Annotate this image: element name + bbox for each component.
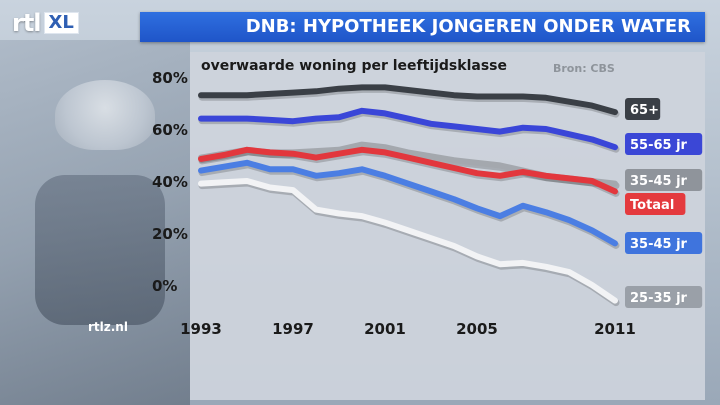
- series-line: [198, 84, 618, 116]
- series-label: 25-35 jr: [630, 291, 688, 306]
- series-label-box: [625, 193, 686, 215]
- y-tick-label: 60%: [152, 121, 188, 139]
- series-label-box: [625, 133, 703, 155]
- y-tick-label: 20%: [152, 225, 188, 243]
- logo-text: rtl: [12, 9, 42, 37]
- series-line: [198, 178, 618, 304]
- chart-title: overwaarde woning per leeftijdsklasse: [201, 58, 507, 74]
- x-tick-label: 1997: [272, 320, 314, 338]
- series-label: 55-65 jr: [630, 138, 688, 153]
- chart-panel: [190, 52, 705, 400]
- series-label-box: [625, 169, 703, 191]
- x-tick-label: 2001: [364, 320, 406, 338]
- series-line-shadow: [198, 179, 620, 307]
- y-tick-label: 0%: [152, 277, 177, 295]
- channel-logo: rtl XL: [12, 8, 79, 38]
- series-label: Totaal: [630, 198, 674, 213]
- series-line: [198, 107, 618, 151]
- x-tick-label: 2011: [594, 320, 636, 338]
- logo-suffix: XL: [43, 12, 79, 34]
- series-label-box: [625, 98, 661, 120]
- header-bar: DNB: HYPOTHEEK JONGEREN ONDER WATER: [140, 12, 705, 42]
- series-line: [198, 146, 618, 195]
- x-tick-label: 2005: [456, 320, 498, 338]
- series-label: 35-45 jr: [630, 174, 688, 189]
- website-label: rtlz.nl: [88, 320, 128, 334]
- series-label: 35-45 jr: [630, 237, 688, 252]
- series-label-box: [625, 286, 703, 308]
- x-tick-label: 1993: [180, 320, 222, 338]
- y-tick-label: 80%: [152, 69, 188, 87]
- series-label-box: [625, 232, 703, 254]
- page-title: DNB: HYPOTHEEK JONGEREN ONDER WATER: [245, 16, 691, 37]
- series-label: 65+: [630, 103, 659, 118]
- background-hat: [55, 80, 155, 150]
- background-figure: [35, 175, 165, 325]
- y-tick-label: 40%: [152, 173, 188, 191]
- chart-source: Bron: CBS: [553, 62, 615, 75]
- series-line: [198, 159, 618, 247]
